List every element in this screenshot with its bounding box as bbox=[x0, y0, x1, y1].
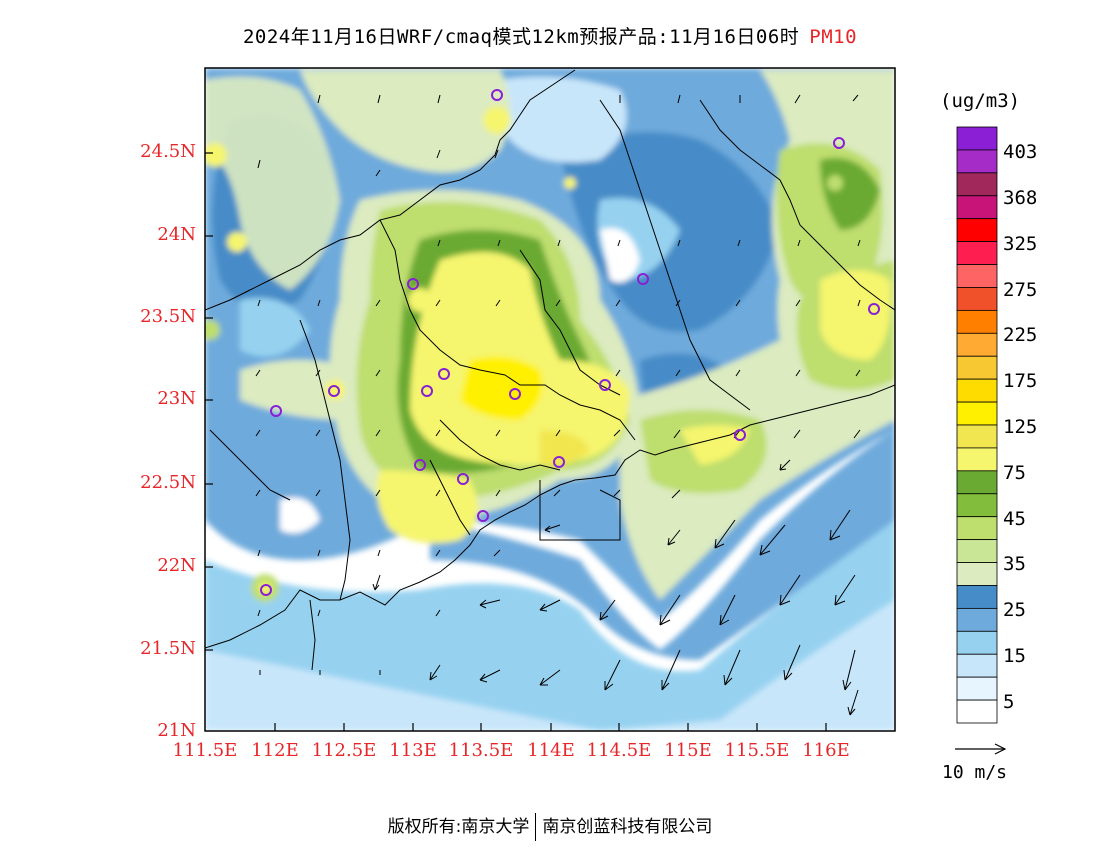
legend-label: 225 bbox=[1003, 324, 1038, 346]
colorbar-swatch bbox=[956, 332, 998, 357]
legend-label: 368 bbox=[1003, 187, 1038, 209]
copyright-prefix: 版权所有: bbox=[387, 817, 462, 837]
lat-label: 24N bbox=[157, 224, 196, 245]
colorbar-swatch bbox=[956, 264, 998, 288]
colorbar-swatch bbox=[956, 149, 998, 174]
colorbar-swatch bbox=[956, 218, 998, 243]
colorbar bbox=[956, 126, 998, 724]
colorbar-swatch bbox=[956, 516, 998, 541]
site-markers bbox=[260, 89, 880, 596]
lon-label: 113E bbox=[389, 740, 437, 761]
legend-label: 5 bbox=[1003, 691, 1015, 713]
lon-label: 112E bbox=[251, 740, 299, 761]
legend-label: 125 bbox=[1003, 416, 1038, 438]
variable-name: PM10 bbox=[809, 26, 858, 48]
colorbar-swatch bbox=[956, 699, 998, 724]
legend-label: 25 bbox=[1003, 599, 1026, 621]
lat-label: 23.5N bbox=[140, 306, 196, 327]
lon-label: 114.5E bbox=[586, 740, 652, 761]
axis-ticks bbox=[205, 152, 827, 731]
colorbar-swatch bbox=[956, 653, 998, 678]
wind-vectors bbox=[255, 94, 861, 716]
lat-label: 21.5N bbox=[140, 638, 196, 659]
colorbar-swatch bbox=[956, 676, 998, 701]
org-name-2: 南京创蓝科技有限公司 bbox=[542, 817, 713, 837]
legend-label: 35 bbox=[1003, 553, 1026, 575]
title-text: 2024年11月16日WRF/cmaq模式12km预报产品:11月16日06时 bbox=[242, 26, 800, 48]
colorbar-swatch bbox=[956, 447, 998, 472]
lat-label: 23N bbox=[157, 388, 196, 409]
legend-label: 15 bbox=[1003, 645, 1026, 667]
legend-label: 175 bbox=[1003, 370, 1038, 392]
lat-label: 21N bbox=[157, 720, 196, 741]
concentration-field bbox=[205, 68, 895, 731]
legend-label: 325 bbox=[1003, 233, 1038, 255]
colorbar-swatch bbox=[956, 493, 998, 518]
org-name-1: 南京大学 bbox=[461, 817, 530, 837]
colorbar-swatch bbox=[956, 355, 998, 380]
lat-label: 22N bbox=[157, 555, 196, 576]
colorbar-swatch bbox=[956, 195, 998, 220]
lon-label: 115E bbox=[664, 740, 712, 761]
copyright-footer: 版权所有:南京大学 南京创蓝科技有限公司 bbox=[0, 812, 1100, 841]
lon-label: 114E bbox=[527, 740, 575, 761]
colorbar-swatch bbox=[956, 309, 998, 334]
legend-label: 45 bbox=[1003, 508, 1026, 530]
colorbar-swatch bbox=[956, 287, 998, 311]
lat-label: 24.5N bbox=[140, 141, 196, 162]
legend-units: (ug/m3) bbox=[940, 90, 1021, 112]
wind-reference-label: 10 m/s bbox=[942, 762, 1008, 783]
colorbar-swatch bbox=[956, 607, 998, 632]
boundaries bbox=[205, 69, 895, 671]
colorbar-swatch bbox=[956, 470, 998, 495]
map-title: 2024年11月16日WRF/cmaq模式12km预报产品:11月16日06时 P… bbox=[0, 22, 1100, 49]
legend-label: 75 bbox=[1003, 462, 1026, 484]
colorbar-swatch bbox=[956, 562, 998, 586]
lat-label: 22.5N bbox=[140, 472, 196, 493]
colorbar-swatch bbox=[956, 172, 998, 197]
colorbar-swatch bbox=[956, 401, 998, 426]
legend-label: 403 bbox=[1003, 141, 1038, 163]
lon-label: 113.5E bbox=[448, 740, 514, 761]
colorbar-swatch bbox=[956, 378, 998, 403]
wind-reference-arrow bbox=[955, 743, 1007, 755]
lon-label: 116E bbox=[802, 740, 850, 761]
legend-label: 275 bbox=[1003, 279, 1038, 301]
lon-label: 115.5E bbox=[724, 740, 790, 761]
lon-label: 112.5E bbox=[311, 740, 377, 761]
colorbar-swatch bbox=[956, 630, 998, 655]
colorbar-swatch bbox=[956, 126, 998, 151]
lon-label: 111.5E bbox=[172, 740, 238, 761]
colorbar-swatch bbox=[956, 539, 998, 563]
colorbar-swatch bbox=[956, 585, 998, 609]
colorbar-swatch bbox=[956, 424, 998, 449]
footer-divider bbox=[535, 813, 537, 841]
colorbar-swatch bbox=[956, 241, 998, 265]
